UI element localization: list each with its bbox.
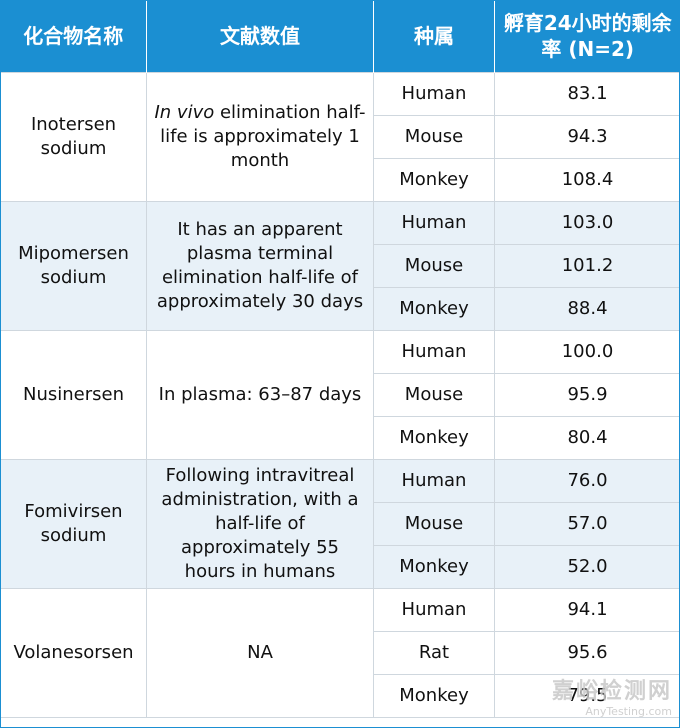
value-cell: 100.0	[494, 330, 680, 374]
value-cell: 108.4	[494, 158, 680, 202]
compound-cell: Mipomersen sodium	[0, 201, 147, 331]
compound-cell: Fomivirsen sodium	[0, 459, 147, 589]
literature-cell: NA	[146, 588, 374, 718]
species-cell: Human	[373, 72, 495, 116]
value-cell: 57.0	[494, 502, 680, 546]
table-row: Monkey 108.4	[1, 158, 680, 202]
species-cell: Human	[373, 459, 495, 503]
species-cell: Human	[373, 201, 495, 245]
header-compound: 化合物名称	[0, 0, 147, 73]
table-row: Nusinersen In plasma: 63–87 days Human 1…	[0, 330, 680, 460]
table-row: Monkey 52.0	[1, 545, 680, 589]
species-cell: Mouse	[373, 244, 495, 288]
species-cell: Human	[373, 588, 495, 632]
literature-text: elimination half-life is approximately 1…	[160, 102, 366, 171]
species-cell: Mouse	[373, 373, 495, 417]
table-row: Mouse 95.9	[1, 373, 680, 417]
species-cell: Monkey	[373, 416, 495, 460]
value-cell: 94.1	[494, 588, 680, 632]
table-row: Rat 95.6	[1, 631, 680, 675]
watermark: 嘉峪检测网 AnyTesting.com	[552, 673, 672, 718]
compound-cell: Inotersen sodium	[0, 72, 147, 202]
species-cell: Human	[373, 330, 495, 374]
table-row: Monkey 88.4	[1, 287, 680, 331]
header-remaining-rate: 孵育24小时的剩余率 (N=2)	[494, 0, 680, 73]
literature-cell: In plasma: 63–87 days	[146, 330, 374, 460]
value-cell: 95.9	[494, 373, 680, 417]
species-cell: Monkey	[373, 545, 495, 589]
table-row: Mipomersen sodium It has an apparent pla…	[0, 201, 680, 331]
species-cell: Monkey	[373, 287, 495, 331]
watermark-en: AnyTesting.com	[585, 705, 672, 718]
header-row: 化合物名称 文献数值 种属 孵育24小时的剩余率 (N=2)	[0, 0, 680, 73]
species-cell: Monkey	[373, 674, 495, 718]
compound-cell: Nusinersen	[0, 330, 147, 460]
header-species: 种属	[373, 0, 495, 73]
literature-cell: In vivo elimination half-life is approxi…	[146, 72, 374, 202]
table-row: Fomivirsen sodium Following intravitreal…	[0, 459, 680, 589]
table-row: Mouse 94.3	[1, 115, 680, 159]
value-cell: 95.6	[494, 631, 680, 675]
literature-cell: It has an apparent plasma terminal elimi…	[146, 201, 374, 331]
table-row: Mouse 57.0	[1, 502, 680, 546]
header-literature: 文献数值	[146, 0, 374, 73]
value-cell: 83.1	[494, 72, 680, 116]
table-row: Mouse 101.2	[1, 244, 680, 288]
value-cell: 88.4	[494, 287, 680, 331]
species-cell: Mouse	[373, 115, 495, 159]
literature-italic: In vivo	[154, 102, 215, 123]
table-row: Volanesorsen NA Human 94.1	[0, 588, 680, 718]
value-cell: 52.0	[494, 545, 680, 589]
value-cell: 80.4	[494, 416, 680, 460]
table-row: Inotersen sodium In vivo elimination hal…	[0, 72, 680, 202]
value-cell: 76.0	[494, 459, 680, 503]
species-cell: Rat	[373, 631, 495, 675]
table-row: Monkey 79.5	[1, 674, 680, 718]
value-cell: 94.3	[494, 115, 680, 159]
species-cell: Monkey	[373, 158, 495, 202]
species-cell: Mouse	[373, 502, 495, 546]
value-cell: 103.0	[494, 201, 680, 245]
watermark-cn: 嘉峪检测网	[551, 679, 672, 704]
compound-cell: Volanesorsen	[0, 588, 147, 718]
literature-cell: Following intravitreal administration, w…	[146, 459, 374, 589]
value-cell: 101.2	[494, 244, 680, 288]
